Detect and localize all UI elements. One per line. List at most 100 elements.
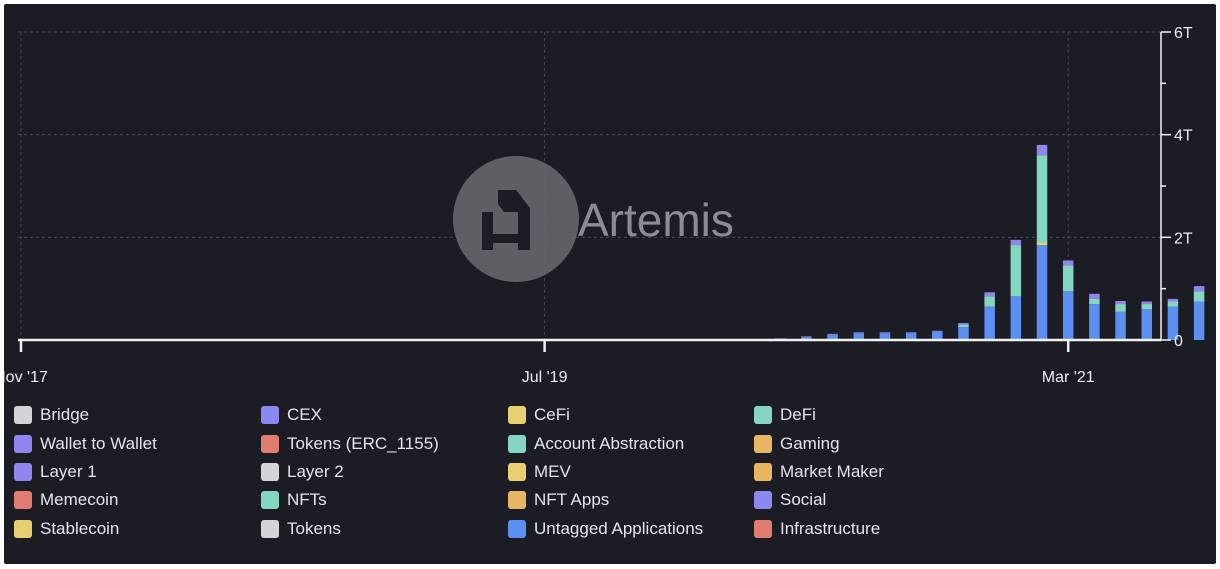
- legend-swatch: [261, 434, 279, 453]
- bar-segment-social: [1062, 260, 1074, 266]
- legend-item[interactable]: Tokens: [261, 515, 508, 543]
- legend-item[interactable]: Layer 1: [14, 458, 261, 486]
- x-tick-label: Jul '19: [522, 369, 568, 386]
- legend-item[interactable]: Social: [754, 486, 1000, 514]
- legend-label: Gaming: [780, 433, 840, 453]
- legend-item[interactable]: CeFi: [508, 401, 754, 429]
- legend-swatch: [14, 519, 32, 538]
- bar-segment-social: [1167, 298, 1179, 302]
- bar-segment-untagged-applications: [905, 333, 917, 340]
- bar-segment-defi: [1036, 155, 1048, 243]
- legend-item[interactable]: Tokens (ERC_1155): [261, 429, 508, 457]
- bar-segment-untagged-applications: [1141, 309, 1152, 340]
- bar-segment-untagged-applications: [853, 333, 865, 340]
- legend-label: Account Abstraction: [534, 433, 685, 453]
- legend-swatch: [508, 519, 526, 538]
- legend-swatch: [508, 434, 526, 453]
- bar-segment-social: [958, 323, 969, 325]
- legend-item[interactable]: Layer 2: [261, 458, 508, 486]
- legend-label: Untagged Applications: [534, 518, 704, 538]
- bar-segment-social: [1089, 293, 1100, 299]
- bar-segment-untagged-applications: [958, 327, 969, 340]
- stacked-bars: [774, 144, 1205, 340]
- legend-swatch: [14, 434, 32, 453]
- x-tick-label: Nov '17: [4, 369, 48, 386]
- legend-item[interactable]: Infrastructure: [754, 515, 1000, 543]
- legend-item[interactable]: Market Maker: [754, 458, 1000, 486]
- bar-segment-social: [801, 336, 812, 338]
- legend-item[interactable]: Stablecoin: [14, 515, 261, 543]
- legend-swatch: [14, 462, 32, 481]
- bar-segment-social: [1010, 239, 1022, 246]
- artemis-logo-icon: [482, 190, 530, 250]
- bar-segment-social: [774, 338, 786, 339]
- legend-item[interactable]: CEX: [261, 401, 508, 429]
- legend-label: Layer 1: [40, 461, 97, 481]
- legend-swatch: [14, 406, 32, 425]
- legend-label: NFTs: [287, 490, 327, 510]
- bar-segment-untagged-applications: [1010, 296, 1022, 340]
- legend-swatch: [508, 406, 526, 425]
- artemis-watermark: Artemis: [453, 156, 734, 282]
- y-tick-label: 0: [1174, 333, 1183, 350]
- legend-label: Layer 2: [287, 461, 344, 481]
- grid-lines: [18, 31, 1161, 340]
- legend-label: Tokens (ERC_1155): [287, 433, 439, 453]
- legend-item[interactable]: MEV: [508, 458, 754, 486]
- legend-label: Market Maker: [780, 461, 884, 481]
- legend-swatch: [508, 462, 526, 481]
- bar-segment-untagged-applications: [984, 306, 995, 340]
- legend-item[interactable]: Account Abstraction: [508, 429, 754, 457]
- legend-swatch: [261, 406, 279, 425]
- legend: Bridge CEX CeFi DeFi Wallet to Wallet Tokens …: [14, 401, 1014, 561]
- bar-segment-untagged-applications: [1062, 291, 1074, 340]
- legend-label: Tokens: [287, 518, 341, 538]
- legend-swatch: [754, 519, 772, 538]
- legend-item[interactable]: Memecoin: [14, 486, 261, 514]
- bar-segment-untagged-applications: [827, 334, 838, 340]
- bar-segment-defi: [984, 296, 995, 307]
- watermark-text: Artemis: [578, 194, 734, 246]
- legend-label: Infrastructure: [780, 518, 881, 538]
- artemis-logo-circle: [453, 156, 579, 282]
- legend-label: Social: [780, 490, 827, 510]
- legend-label: CeFi: [534, 405, 570, 425]
- legend-item[interactable]: Bridge: [14, 401, 261, 429]
- y-tick-label: 6T: [1174, 25, 1193, 42]
- legend-swatch: [14, 491, 32, 510]
- bar-segment-defi: [958, 324, 969, 328]
- bar-segment-social: [1193, 286, 1205, 292]
- legend-swatch: [754, 462, 772, 481]
- y-axis-ticks: 0 2T 4T 6T: [1161, 25, 1193, 350]
- bar-segment-defi: [1115, 304, 1126, 312]
- legend-item[interactable]: Gaming: [754, 429, 1000, 457]
- legend-label: DeFi: [780, 405, 816, 425]
- bar-segment-social: [879, 332, 891, 334]
- bar-segment-defi: [1010, 245, 1022, 297]
- bar-segment-defi: [1167, 301, 1179, 307]
- x-tick-label: Mar '21: [1042, 369, 1095, 386]
- legend-swatch: [754, 434, 772, 453]
- bar-segment-untagged-applications: [1115, 311, 1126, 340]
- legend-swatch: [754, 491, 772, 510]
- bar-segment-social: [827, 333, 838, 335]
- legend-item[interactable]: Wallet to Wallet: [14, 429, 261, 457]
- legend-item[interactable]: DeFi: [754, 401, 1000, 429]
- legend-label: Memecoin: [40, 490, 119, 510]
- bar-segment-social: [1115, 300, 1126, 305]
- bar-segment-defi: [1193, 291, 1205, 302]
- bar-segment-defi: [1141, 304, 1152, 310]
- y-tick-label: 4T: [1174, 128, 1193, 145]
- legend-swatch: [754, 406, 772, 425]
- bar-segment-social: [853, 332, 865, 334]
- legend-label: MEV: [534, 461, 571, 481]
- legend-item[interactable]: NFT Apps: [508, 486, 754, 514]
- bar-segment-cefi: [1036, 242, 1048, 246]
- bar-segment-social: [1141, 301, 1152, 305]
- bar-segment-untagged-applications: [932, 331, 943, 340]
- legend-item[interactable]: Untagged Applications: [508, 515, 754, 543]
- legend-swatch: [261, 462, 279, 481]
- legend-item[interactable]: NFTs: [261, 486, 508, 514]
